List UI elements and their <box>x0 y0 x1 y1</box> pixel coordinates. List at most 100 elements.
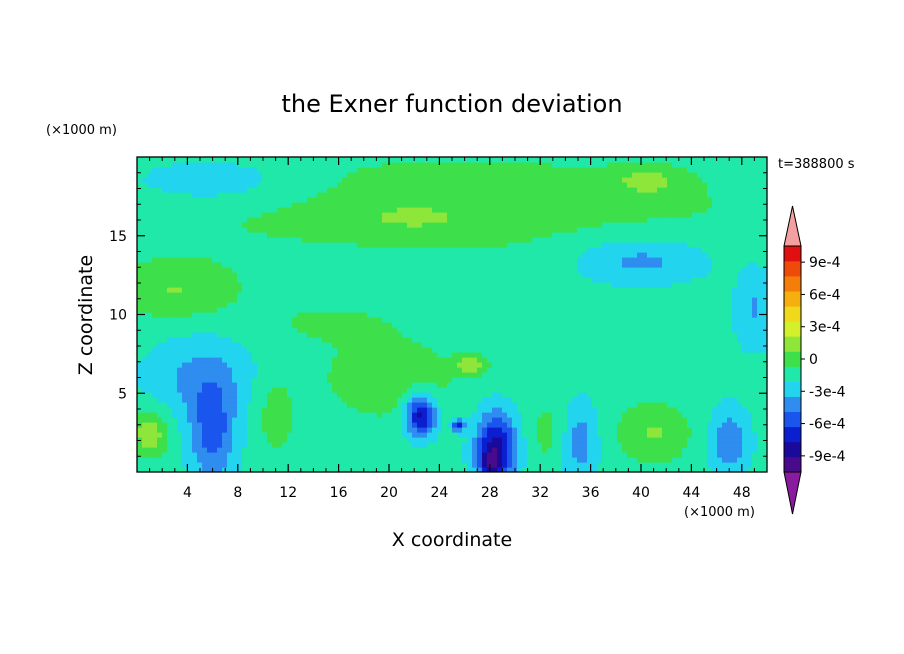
field-cell <box>727 457 733 463</box>
field-cell <box>567 352 573 358</box>
field-cell <box>427 327 433 333</box>
field-cell <box>752 372 758 378</box>
field-cell <box>177 272 183 278</box>
field-cell <box>222 362 228 368</box>
field-cell <box>367 372 373 378</box>
field-cell <box>282 457 288 463</box>
field-cell <box>187 417 193 423</box>
field-cell <box>672 297 678 303</box>
field-cell <box>267 297 273 303</box>
field-cell <box>527 367 533 373</box>
field-cell <box>172 352 178 358</box>
field-cell <box>607 367 613 373</box>
field-cell <box>717 407 723 413</box>
field-cell <box>622 412 628 418</box>
field-cell <box>612 297 618 303</box>
field-cell <box>207 422 213 428</box>
field-cell <box>237 432 243 438</box>
field-cell <box>632 307 638 313</box>
field-cell <box>232 447 238 453</box>
field-cell <box>632 317 638 323</box>
field-cell <box>317 452 323 458</box>
field-cell <box>382 357 388 363</box>
field-cell <box>317 292 323 298</box>
field-cell <box>242 312 248 318</box>
field-cell <box>547 317 553 323</box>
field-cell <box>212 442 218 448</box>
field-cell <box>552 462 558 468</box>
field-cell <box>682 302 688 308</box>
field-cell <box>402 402 408 408</box>
field-cell <box>152 337 158 343</box>
field-cell <box>412 447 418 453</box>
field-cell <box>502 387 508 393</box>
field-cell <box>612 402 618 408</box>
field-cell <box>727 292 733 298</box>
field-cell <box>617 447 623 453</box>
field-cell <box>742 382 748 388</box>
field-cell <box>297 372 303 378</box>
field-cell <box>607 302 613 308</box>
field-cell <box>152 452 158 458</box>
field-cell <box>662 432 668 438</box>
field-cell <box>742 292 748 298</box>
field-cell <box>382 292 388 298</box>
field-cell <box>137 457 143 463</box>
field-cell <box>732 322 738 328</box>
field-cell <box>747 382 753 388</box>
field-cell <box>692 342 698 348</box>
field-cell <box>577 317 583 323</box>
field-cell <box>677 342 683 348</box>
field-cell <box>692 387 698 393</box>
field-cell <box>327 387 333 393</box>
field-cell <box>312 327 318 333</box>
field-cell <box>752 337 758 343</box>
field-cell <box>632 357 638 363</box>
field-cell <box>677 392 683 398</box>
field-cell <box>702 402 708 408</box>
field-cell <box>287 322 293 328</box>
field-cell <box>252 367 258 373</box>
field-cell <box>157 382 163 388</box>
field-cell <box>672 422 678 428</box>
field-cell <box>242 352 248 358</box>
field-cell <box>752 292 758 298</box>
field-cell <box>532 447 538 453</box>
field-cell <box>327 282 333 288</box>
field-cell <box>322 412 328 418</box>
field-cell <box>177 372 183 378</box>
field-cell <box>272 347 278 353</box>
field-cell <box>307 452 313 458</box>
field-cell <box>747 432 753 438</box>
field-cell <box>617 457 623 463</box>
field-cell <box>357 417 363 423</box>
field-cell <box>722 457 728 463</box>
field-cell <box>397 277 403 283</box>
field-cell <box>702 317 708 323</box>
field-cell <box>447 427 453 433</box>
field-cell <box>492 417 498 423</box>
field-cell <box>187 422 193 428</box>
field-cell <box>722 332 728 338</box>
field-cell <box>197 417 203 423</box>
field-cell <box>382 427 388 433</box>
field-cell <box>712 372 718 378</box>
field-cell <box>747 352 753 358</box>
field-cell <box>582 387 588 393</box>
field-cell <box>452 392 458 398</box>
field-cell <box>707 417 713 423</box>
field-cell <box>687 422 693 428</box>
field-cell <box>492 412 498 418</box>
field-cell <box>357 302 363 308</box>
field-cell <box>667 437 673 443</box>
field-cell <box>152 462 158 468</box>
field-cell <box>187 457 193 463</box>
field-cell <box>397 372 403 378</box>
field-cell <box>207 277 213 283</box>
field-cell <box>602 342 608 348</box>
field-cell <box>572 452 578 458</box>
field-cell <box>302 327 308 333</box>
field-cell <box>397 447 403 453</box>
field-cell <box>287 437 293 443</box>
field-cell <box>557 382 563 388</box>
